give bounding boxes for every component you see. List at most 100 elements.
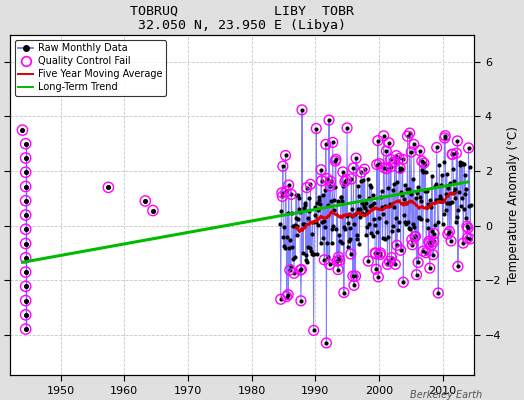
- Point: [352, 155, 361, 161]
- Point: [385, 258, 394, 264]
- Point: [379, 133, 388, 139]
- Point: [383, 166, 391, 172]
- Point: [278, 190, 286, 196]
- Point: [383, 261, 391, 268]
- Point: [278, 193, 287, 200]
- Point: [426, 196, 434, 203]
- Point: [450, 178, 458, 185]
- Point: [339, 183, 347, 190]
- Point: [460, 161, 468, 168]
- Point: [321, 186, 329, 193]
- Point: [309, 218, 317, 225]
- Point: [346, 251, 355, 257]
- Point: [387, 254, 396, 261]
- Point: [291, 214, 300, 221]
- Point: [342, 176, 350, 183]
- Point: [302, 184, 311, 191]
- Point: [331, 158, 340, 164]
- Point: [21, 240, 30, 247]
- Point: [436, 193, 444, 200]
- Point: [400, 196, 409, 202]
- Point: [282, 188, 290, 195]
- Point: [21, 226, 30, 232]
- Point: [298, 107, 306, 113]
- Point: [332, 156, 340, 162]
- Point: [21, 283, 30, 290]
- Point: [452, 150, 461, 156]
- Point: [344, 244, 352, 250]
- Point: [341, 178, 349, 185]
- Point: [330, 207, 338, 214]
- Point: [463, 223, 471, 230]
- Point: [286, 267, 294, 273]
- Point: [331, 158, 340, 164]
- Point: [21, 326, 30, 332]
- Point: [446, 180, 454, 186]
- Point: [435, 162, 443, 168]
- Point: [433, 196, 441, 203]
- Point: [462, 215, 470, 221]
- Point: [442, 207, 450, 214]
- Point: [449, 166, 457, 172]
- Point: [284, 292, 292, 298]
- Point: [283, 234, 291, 240]
- Point: [448, 151, 456, 158]
- Point: [322, 340, 331, 346]
- Point: [427, 242, 435, 248]
- Point: [397, 189, 406, 196]
- Point: [386, 156, 395, 163]
- Point: [352, 273, 360, 279]
- Point: [375, 160, 384, 167]
- Point: [290, 270, 298, 276]
- Point: [21, 212, 30, 218]
- Point: [396, 165, 405, 172]
- Point: [280, 242, 288, 249]
- Point: [311, 212, 319, 218]
- Point: [378, 234, 387, 241]
- Point: [441, 135, 449, 141]
- Point: [448, 151, 456, 158]
- Point: [21, 155, 30, 161]
- Point: [313, 200, 321, 206]
- Point: [318, 218, 326, 225]
- Point: [431, 181, 440, 188]
- Point: [21, 297, 30, 304]
- Point: [21, 326, 30, 332]
- Point: [432, 144, 441, 151]
- Point: [399, 156, 407, 162]
- Point: [361, 166, 369, 172]
- Point: [464, 145, 473, 151]
- Point: [421, 169, 430, 175]
- Point: [397, 247, 405, 254]
- Point: [420, 160, 428, 166]
- Point: [21, 212, 30, 218]
- Point: [407, 149, 416, 155]
- Point: [381, 236, 389, 242]
- Point: [412, 272, 421, 278]
- Point: [357, 169, 366, 176]
- Point: [303, 259, 311, 265]
- Point: [310, 250, 319, 257]
- Point: [388, 187, 397, 193]
- Point: [21, 169, 30, 176]
- Point: [297, 266, 305, 273]
- Point: [355, 240, 364, 247]
- Point: [364, 258, 373, 264]
- Point: [349, 165, 357, 171]
- Point: [407, 149, 416, 155]
- Point: [383, 261, 391, 268]
- Point: [318, 178, 326, 184]
- Point: [439, 220, 447, 227]
- Point: [428, 228, 436, 234]
- Point: [372, 266, 380, 272]
- Point: [322, 141, 330, 148]
- Point: [418, 158, 426, 164]
- Point: [401, 218, 410, 225]
- Point: [346, 236, 354, 242]
- Point: [413, 190, 421, 196]
- Point: [403, 186, 411, 192]
- Point: [374, 274, 383, 280]
- Point: [347, 176, 355, 182]
- Point: [306, 181, 314, 188]
- Point: [339, 169, 347, 175]
